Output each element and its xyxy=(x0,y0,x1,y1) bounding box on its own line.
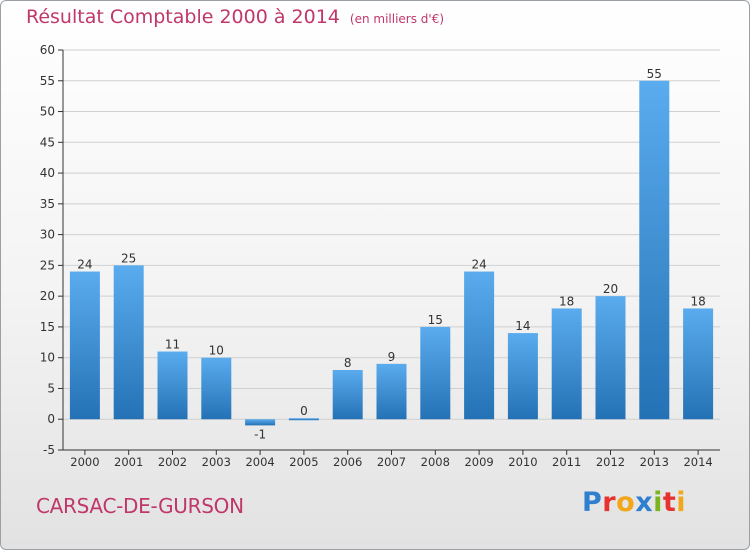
bar-value-label: 10 xyxy=(209,344,224,358)
bar xyxy=(201,357,232,420)
commune-name: CARSAC-DE-GURSON xyxy=(36,494,244,518)
bar-value-label: 24 xyxy=(471,258,486,272)
y-tick-label: 55 xyxy=(40,74,55,88)
y-tick-label: 5 xyxy=(47,381,55,395)
y-tick-label: -5 xyxy=(43,443,55,457)
x-tick-label: 2014 xyxy=(683,455,712,469)
bar xyxy=(551,308,582,420)
bar xyxy=(639,80,670,420)
y-tick-label: 25 xyxy=(40,258,55,272)
logo-letter: i xyxy=(653,487,663,518)
bar xyxy=(420,326,451,420)
bar-value-label: 20 xyxy=(603,282,618,296)
x-tick-label: 2008 xyxy=(421,455,450,469)
bar-value-label: 9 xyxy=(388,350,396,364)
y-tick-label: 35 xyxy=(40,197,55,211)
bar-value-label: 55 xyxy=(647,67,662,81)
bar-value-label: 18 xyxy=(690,294,705,308)
y-tick-label: 0 xyxy=(47,412,55,426)
bar xyxy=(157,351,188,420)
x-tick-label: 2007 xyxy=(377,455,406,469)
y-tick-label: 10 xyxy=(40,351,55,365)
bar xyxy=(595,296,626,420)
y-tick-label: 45 xyxy=(40,135,55,149)
x-tick-label: 2006 xyxy=(333,455,362,469)
x-tick-label: 2000 xyxy=(70,455,99,469)
x-tick-label: 2003 xyxy=(202,455,231,469)
chart-subtitle: (en milliers d'€) xyxy=(349,12,445,26)
x-tick-label: 2009 xyxy=(464,455,493,469)
bar xyxy=(69,271,100,420)
x-tick-label: 2013 xyxy=(640,455,669,469)
bar xyxy=(464,271,495,420)
bar xyxy=(683,308,714,420)
x-tick-label: 2001 xyxy=(114,455,143,469)
x-tick-label: 2010 xyxy=(508,455,537,469)
y-tick-label: 50 xyxy=(40,105,55,119)
bar-value-label: 15 xyxy=(428,313,443,327)
bar xyxy=(113,265,144,420)
chart-title: Résultat Comptable 2000 à 2014 xyxy=(26,6,340,28)
x-tick-label: 2004 xyxy=(245,455,274,469)
x-tick-label: 2011 xyxy=(552,455,581,469)
bar-value-label: 11 xyxy=(165,338,180,352)
x-tick-label: 2005 xyxy=(289,455,318,469)
logo-letter: i xyxy=(676,487,687,518)
bar-value-label: 0 xyxy=(300,404,308,418)
y-tick-label: 60 xyxy=(40,43,55,57)
proxiti-logo[interactable]: Proxiti xyxy=(582,487,686,518)
logo-letter: o xyxy=(616,487,636,518)
y-tick-label: 15 xyxy=(40,320,55,334)
bar-value-label: 25 xyxy=(121,251,136,265)
y-tick-label: 40 xyxy=(40,166,55,180)
x-tick-label: 2002 xyxy=(158,455,187,469)
y-tick-label: 30 xyxy=(40,228,55,242)
bar xyxy=(332,370,363,420)
bar-value-label: 8 xyxy=(344,356,352,370)
logo-letter: P xyxy=(582,487,603,518)
bar-value-label: 24 xyxy=(77,258,92,272)
bar xyxy=(245,419,276,426)
bar xyxy=(507,333,538,420)
bar-value-label: -1 xyxy=(254,427,266,441)
bar xyxy=(376,363,407,420)
x-tick-label: 2012 xyxy=(596,455,625,469)
logo-letter: t xyxy=(662,487,677,518)
logo-letter: r xyxy=(602,487,617,518)
chart-title-block: Résultat Comptable 2000 à 2014 (en millie… xyxy=(26,6,444,28)
bar xyxy=(288,418,319,421)
bar-value-label: 14 xyxy=(515,319,530,333)
logo-letter: x xyxy=(635,487,654,518)
y-tick-label: 20 xyxy=(40,289,55,303)
bar-value-label: 18 xyxy=(559,294,574,308)
